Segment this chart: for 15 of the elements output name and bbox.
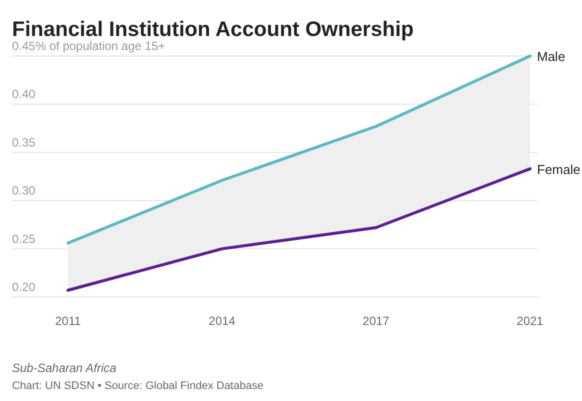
x-tick-label: 2011: [55, 314, 82, 328]
text: Sub-Saharan Africa: [12, 361, 117, 375]
y-tick-label: 0.40: [12, 87, 36, 102]
y-tick-label: 0.35: [12, 135, 36, 150]
text: Chart: UN SDSN • Source: Global Findex Database: [12, 380, 264, 392]
series-label: Male: [537, 49, 566, 64]
y-tick-label: 0.30: [12, 184, 36, 198]
y-tick-label: 0.45% of population age 15+: [12, 39, 166, 53]
series-label: Female: [537, 162, 580, 177]
x-tick-label: 2017: [362, 314, 390, 328]
x-tick-label: 2014: [208, 314, 236, 328]
y-tick-label: 0.20: [12, 280, 36, 294]
y-tick-label: 0.25: [12, 232, 36, 246]
chart-title: Financial Institution Account Ownership: [12, 18, 414, 41]
x-tick-label: 2021: [516, 314, 544, 328]
